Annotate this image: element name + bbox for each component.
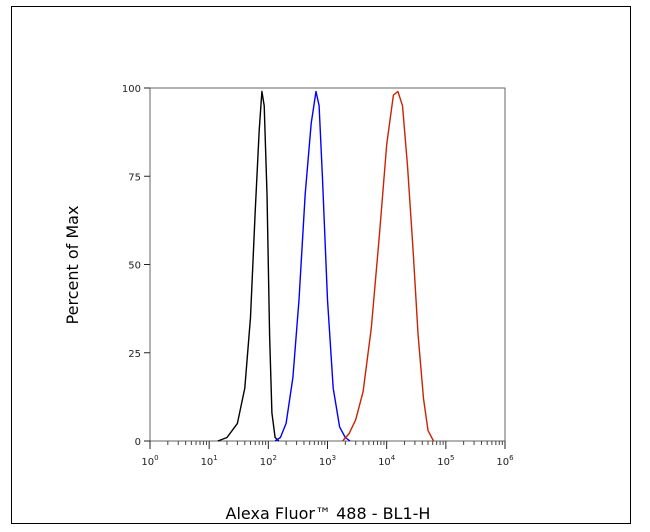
histogram-chart: 100 101 102 103 104 105 106 0 25 50 75 100 Alexa F…: [63, 84, 514, 523]
y-axis-title: Percent of Max: [63, 206, 82, 325]
x-tick-label: 102: [260, 454, 277, 468]
histogram-series-line-1: [217, 90, 280, 442]
y-tick-label: 50: [128, 261, 141, 272]
y-tick-label: 75: [128, 172, 141, 183]
x-major-ticks: 100 101 102 103 104 105 106: [141, 441, 514, 468]
y-tick-label: 100: [122, 84, 141, 95]
plot-area: [149, 87, 506, 442]
x-minor-ticks: [167, 441, 503, 445]
histogram-series-line-3: [342, 90, 435, 442]
x-tick-label: 106: [496, 454, 514, 468]
x-tick-label: 104: [378, 454, 396, 468]
x-tick-label: 101: [201, 454, 218, 468]
series-group: [217, 90, 435, 442]
y-tick-label: 25: [128, 349, 141, 360]
x-tick-label: 103: [319, 454, 336, 468]
histogram-series-line-2: [274, 90, 351, 442]
x-tick-label: 105: [437, 454, 454, 468]
y-ticks: 0 25 50 75 100: [122, 84, 150, 448]
y-tick-label: 0: [135, 437, 141, 448]
x-tick-label: 100: [141, 454, 158, 468]
x-axis-title: Alexa Fluor™ 488 - BL1-H: [226, 504, 431, 523]
chart-frame: 100 101 102 103 104 105 106 0 25 50 75 100 Alexa F…: [11, 6, 631, 524]
